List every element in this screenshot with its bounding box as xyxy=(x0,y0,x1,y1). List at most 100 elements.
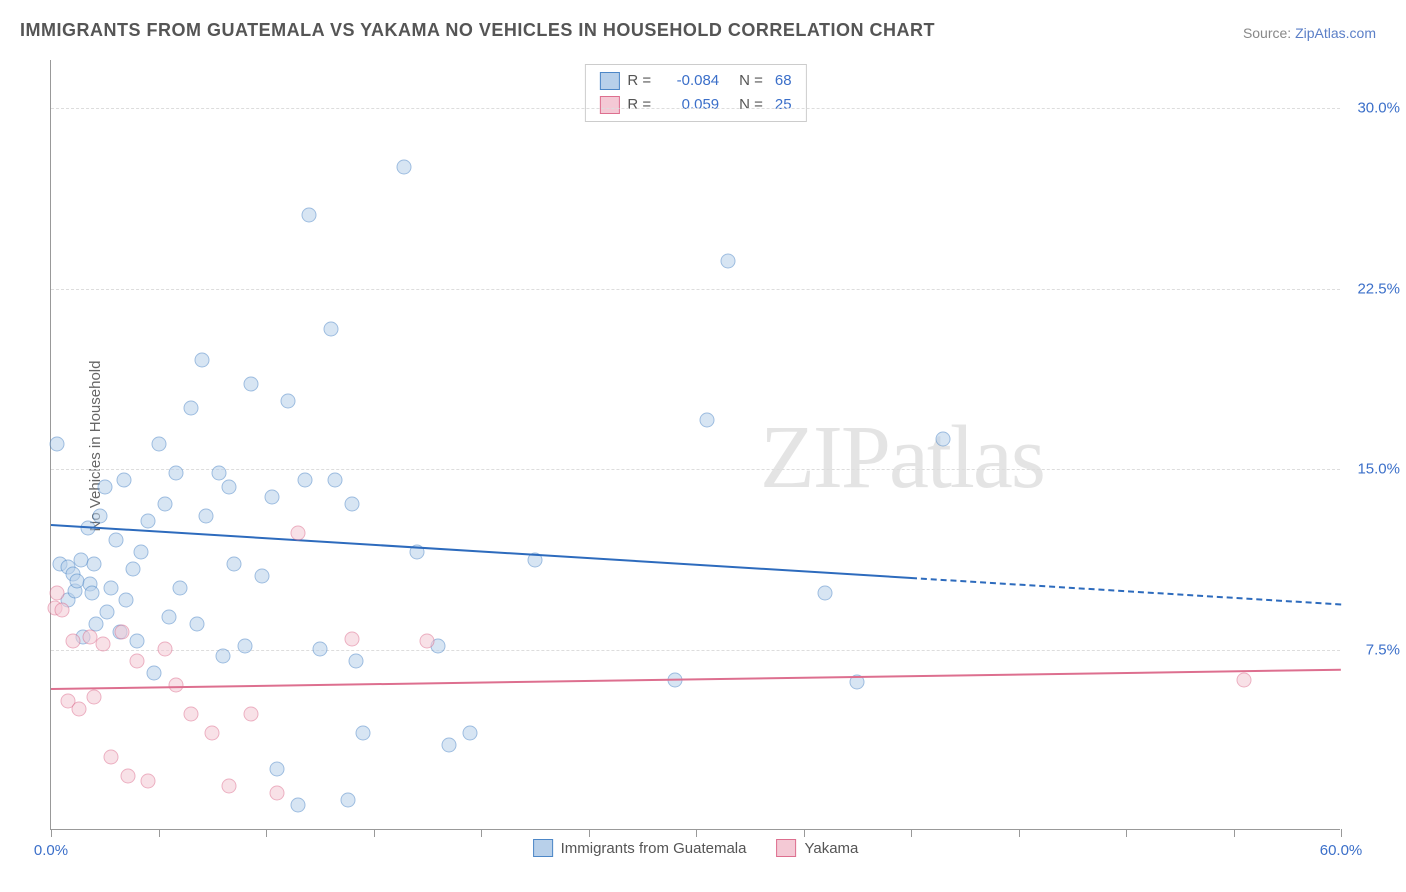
data-point xyxy=(114,624,129,639)
legend-item: Yakama xyxy=(776,839,858,857)
data-point xyxy=(216,648,231,663)
data-point xyxy=(302,208,317,223)
x-tick-mark xyxy=(1019,829,1020,837)
data-point xyxy=(104,581,119,596)
data-point xyxy=(119,593,134,608)
stat-n-value: 68 xyxy=(775,69,792,93)
x-tick-mark xyxy=(1126,829,1127,837)
data-point xyxy=(222,480,237,495)
x-tick-mark xyxy=(1341,829,1342,837)
data-point xyxy=(265,489,280,504)
data-point xyxy=(121,769,136,784)
data-point xyxy=(140,514,155,529)
data-point xyxy=(323,321,338,336)
data-point xyxy=(140,773,155,788)
data-point xyxy=(134,545,149,560)
data-point xyxy=(151,437,166,452)
data-point xyxy=(226,557,241,572)
data-point xyxy=(157,497,172,512)
source-attribution: Source: ZipAtlas.com xyxy=(1243,25,1376,41)
stat-r-label: R = xyxy=(627,69,651,93)
x-tick-mark xyxy=(589,829,590,837)
data-point xyxy=(108,533,123,548)
data-point xyxy=(441,737,456,752)
x-tick-mark xyxy=(696,829,697,837)
stats-row: R =0.059N =25 xyxy=(599,93,791,117)
data-point xyxy=(130,634,145,649)
data-point xyxy=(420,634,435,649)
watermark: ZIPatlas xyxy=(760,406,1044,509)
gridline xyxy=(51,469,1340,470)
stats-row: R = -0.084 N = 68 xyxy=(599,69,791,93)
x-tick-label: 0.0% xyxy=(34,842,68,859)
data-point xyxy=(130,653,145,668)
x-tick-mark xyxy=(804,829,805,837)
stat-r-value: -0.084 xyxy=(659,69,719,93)
legend-item: Immigrants from Guatemala xyxy=(533,839,747,857)
legend-swatch xyxy=(599,96,619,114)
data-point xyxy=(173,581,188,596)
stat-n-label: N = xyxy=(739,69,763,93)
legend-label: Immigrants from Guatemala xyxy=(561,840,747,857)
data-point xyxy=(463,725,478,740)
trend-line xyxy=(911,577,1341,605)
y-tick-label: 30.0% xyxy=(1357,100,1400,117)
data-point xyxy=(125,562,140,577)
x-tick-mark xyxy=(374,829,375,837)
trend-line xyxy=(51,669,1341,690)
data-point xyxy=(721,254,736,269)
data-point xyxy=(340,793,355,808)
source-prefix: Source: xyxy=(1243,25,1295,41)
data-point xyxy=(254,569,269,584)
data-point xyxy=(194,352,209,367)
data-point xyxy=(345,631,360,646)
data-point xyxy=(50,437,65,452)
stat-n-label: N = xyxy=(739,93,763,117)
stat-r-value: 0.059 xyxy=(659,93,719,117)
gridline xyxy=(51,289,1340,290)
gridline xyxy=(51,108,1340,109)
legend-swatch xyxy=(776,839,796,857)
chart-title: IMMIGRANTS FROM GUATEMALA VS YAKAMA NO V… xyxy=(20,20,935,41)
data-point xyxy=(183,400,198,415)
data-point xyxy=(84,586,99,601)
data-point xyxy=(147,665,162,680)
data-point xyxy=(50,586,65,601)
data-point xyxy=(396,160,411,175)
x-tick-mark xyxy=(481,829,482,837)
data-point xyxy=(211,465,226,480)
data-point xyxy=(87,557,102,572)
data-point xyxy=(243,706,258,721)
watermark-zip: ZIP xyxy=(760,408,889,507)
watermark-atlas: atlas xyxy=(889,408,1044,507)
x-tick-mark xyxy=(51,829,52,837)
data-point xyxy=(237,639,252,654)
data-point xyxy=(117,473,132,488)
data-point xyxy=(205,725,220,740)
y-tick-label: 7.5% xyxy=(1366,641,1400,658)
data-point xyxy=(93,509,108,524)
x-tick-mark xyxy=(1234,829,1235,837)
data-point xyxy=(104,749,119,764)
stat-n-value: 25 xyxy=(775,93,792,117)
data-point xyxy=(297,473,312,488)
data-point xyxy=(54,603,69,618)
data-point xyxy=(243,376,258,391)
data-point xyxy=(312,641,327,656)
data-point xyxy=(349,653,364,668)
data-point xyxy=(699,412,714,427)
data-point xyxy=(99,605,114,620)
trend-line xyxy=(51,524,911,579)
data-point xyxy=(327,473,342,488)
x-tick-label: 60.0% xyxy=(1320,842,1363,859)
data-point xyxy=(936,432,951,447)
source-link[interactable]: ZipAtlas.com xyxy=(1295,25,1376,41)
data-point xyxy=(345,497,360,512)
data-point xyxy=(168,465,183,480)
data-point xyxy=(168,677,183,692)
data-point xyxy=(157,641,172,656)
data-point xyxy=(291,797,306,812)
data-point xyxy=(162,610,177,625)
x-tick-mark xyxy=(159,829,160,837)
legend-swatch xyxy=(533,839,553,857)
